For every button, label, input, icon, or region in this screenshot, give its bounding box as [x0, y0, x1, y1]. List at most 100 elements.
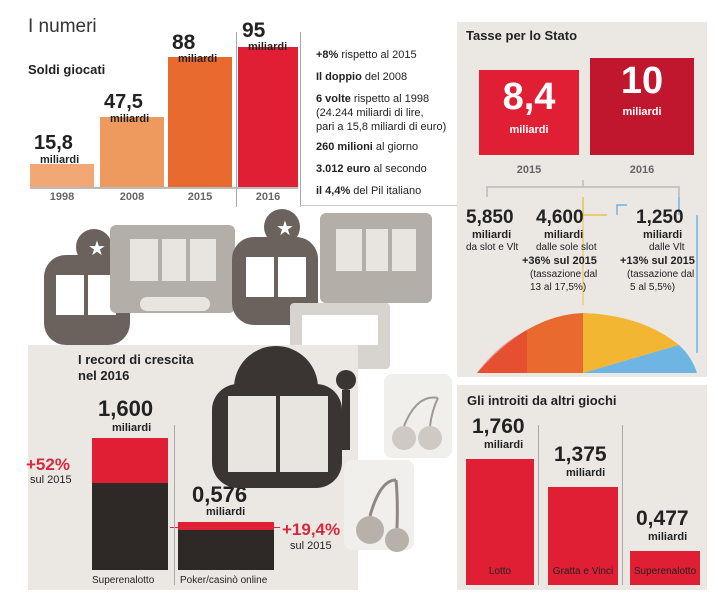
altri-bar	[630, 551, 700, 585]
soldi-note-bold: 3.012 euro	[316, 163, 371, 175]
altri-value: 1,375	[554, 443, 607, 466]
breakdown-desc-3c: (tassazione dal	[627, 269, 695, 280]
altri-title: Gli introiti da altri giochi	[467, 393, 617, 408]
soldi-baseline	[30, 187, 298, 189]
soldi-unit: miliardi	[178, 53, 218, 65]
record-bar-growth	[92, 438, 168, 483]
breakdown-unit-3: miliardi	[643, 229, 683, 241]
soldi-bar	[168, 57, 232, 187]
tasse-bar-2016	[590, 58, 694, 155]
soldi-note-text: del 2008	[361, 71, 408, 83]
breakdown-unit-1: miliardi	[472, 229, 512, 241]
altri-divider-2	[622, 425, 623, 585]
tasse-halfpie	[477, 313, 697, 373]
tasse-unit-2015: miliardi	[509, 124, 549, 136]
altri-unit: miliardi	[484, 439, 524, 451]
svg-text:★: ★	[276, 218, 294, 240]
soldi-note: +8% rispetto al 2015	[316, 48, 417, 62]
breakdown-desc-2c: (tassazione dal	[530, 269, 598, 280]
soldi-note-bold: Il doppio	[316, 71, 362, 83]
soldi-year: 2016	[255, 191, 281, 203]
soldi-title: Soldi giocati	[28, 62, 106, 77]
soldi-value: 47,5	[104, 91, 143, 113]
altri-label: Lotto	[488, 566, 512, 577]
tasse-value-2016: 10	[620, 60, 664, 102]
tasse-title: Tasse per lo Stato	[466, 28, 578, 43]
breakdown-unit-2: miliardi	[544, 229, 584, 241]
tasse-unit-2016: miliardi	[622, 106, 662, 118]
record-label-1: Superenalotto	[92, 575, 155, 586]
record-bar-growth	[178, 522, 274, 530]
soldi-year: 2015	[187, 191, 213, 203]
soldi-note: 6 volte rispetto al 1998	[316, 92, 429, 106]
svg-text:★: ★	[88, 238, 106, 260]
page-title: I numeri	[28, 16, 97, 37]
soldi-note-text: rispetto al 2015	[338, 49, 417, 61]
breakdown-desc-3d: 5 al 5,5%)	[630, 282, 676, 293]
altri-divider-1	[538, 425, 539, 585]
tasse-bar-2015	[479, 70, 579, 155]
breakdown-value-3: 1,250	[636, 207, 684, 228]
connector	[300, 205, 460, 206]
soldi-value: 88	[172, 31, 196, 54]
soldi-year: 1998	[49, 191, 75, 203]
pie-slot	[477, 313, 583, 373]
record-value-1: 1,600	[98, 396, 154, 421]
soldi-note-text: del Pil italiano	[350, 185, 422, 197]
soldi-unit: miliardi	[40, 154, 80, 166]
altri-value: 0,477	[636, 507, 689, 530]
soldi-note-text: (24.244 miliardi di lire,	[316, 107, 424, 119]
soldi-bar	[30, 164, 94, 187]
cherry-icon	[392, 396, 442, 450]
altri-unit: miliardi	[648, 531, 688, 543]
altri-unit: miliardi	[566, 467, 606, 479]
soldi-note-text: al giorno	[372, 141, 419, 153]
tasse-year-2016: 2016	[629, 164, 655, 176]
cherry-icon-2	[356, 478, 409, 552]
slot-machine-big-illustration	[212, 346, 452, 552]
soldi-divider	[236, 32, 237, 207]
soldi-note: il 4,4% del Pil italiano	[316, 184, 421, 198]
record-unit-1: miliardi	[112, 422, 152, 434]
breakdown-desc-1: da slot e Vlt	[466, 242, 519, 253]
pie-slot-2	[583, 313, 679, 373]
breakdown-value-1: 5,850	[466, 207, 514, 228]
soldi-unit: miliardi	[110, 113, 150, 125]
pie-slot-gradient	[477, 330, 527, 373]
record-unit-2: miliardi	[206, 506, 246, 518]
slot-machines-illustration: ★ ★	[44, 209, 432, 369]
soldi-note-bold: 260 milioni	[316, 141, 373, 153]
record-title-2: nel 2016	[78, 368, 130, 383]
soldi-note: 260 milioni al giorno	[316, 140, 418, 154]
soldi-note: 3.012 euro al secondo	[316, 162, 427, 176]
altri-bar	[466, 459, 534, 585]
altri-label: Gratta e Vinci	[552, 566, 614, 577]
soldi-note-text: al secondo	[370, 163, 427, 175]
breakdown-desc-2b: +36% sul 2015	[522, 255, 597, 267]
soldi-value: 95	[242, 19, 266, 42]
soldi-note-bold: 6 volte	[316, 93, 351, 105]
breakdown-desc-3b: +13% sul 2015	[620, 255, 695, 267]
record-pct-1: +52%	[26, 455, 70, 474]
breakdown-desc-2a: dalle sole slot	[536, 242, 597, 253]
soldi-divider-2	[300, 32, 301, 207]
breakdown-value-2: 4,600	[536, 207, 584, 228]
soldi-note: Il doppio del 2008	[316, 70, 407, 84]
tasse-value-2015: 8,4	[502, 76, 556, 118]
record-label-2: Poker/casinò online	[180, 575, 268, 586]
soldi-note: pari a 15,8 miliardi di euro)	[316, 120, 446, 134]
record-bar-base	[178, 530, 274, 570]
soldi-value: 15,8	[34, 132, 73, 154]
soldi-bar	[100, 117, 164, 187]
record-pct-sub-2: sul 2015	[290, 540, 332, 552]
soldi-note-text: pari a 15,8 miliardi di euro)	[316, 121, 447, 133]
altri-bar	[548, 487, 618, 585]
record-pct-sub-1: sul 2015	[30, 474, 72, 486]
altri-label: Superenalotto	[633, 566, 697, 577]
soldi-note-bold: il 4,4%	[316, 185, 351, 197]
record-bar-base	[92, 483, 168, 570]
pie-vlt	[583, 345, 697, 373]
record-title-1: I record di crescita	[78, 352, 194, 367]
altri-value: 1,760	[472, 415, 525, 438]
soldi-note-text: rispetto al 1998	[350, 93, 430, 105]
